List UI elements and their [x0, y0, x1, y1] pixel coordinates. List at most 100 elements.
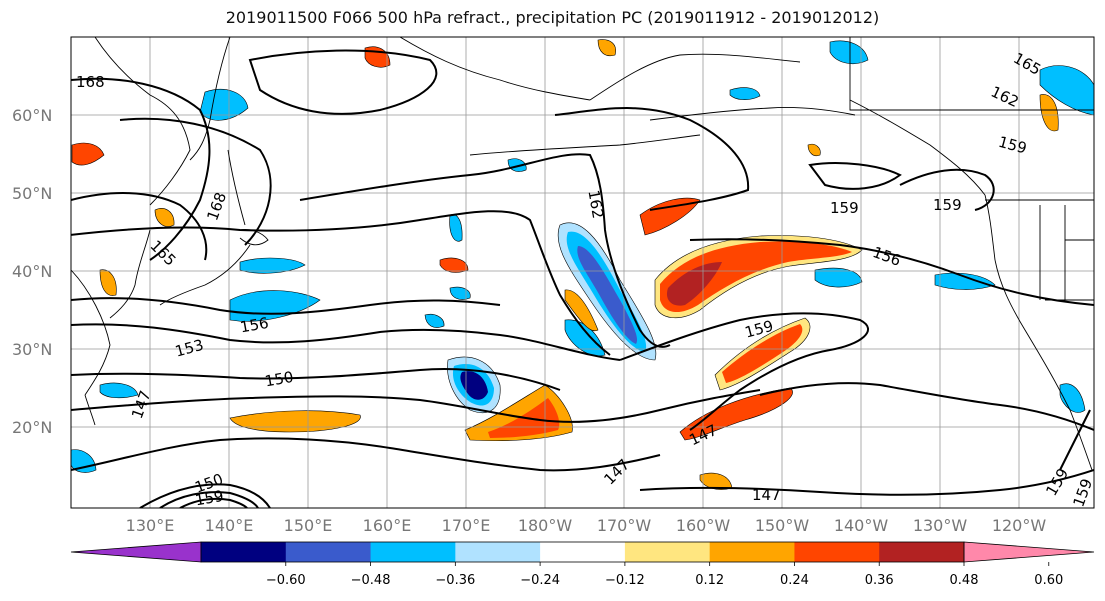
lat-label: 60°N	[12, 106, 52, 125]
neg-anomaly-bering	[829, 40, 869, 64]
neg-anomaly-midpac-4	[449, 286, 471, 300]
colorbar-tick-label: 0.36	[865, 573, 894, 588]
coast-baja	[1069, 409, 1093, 471]
contour-label: 159	[194, 487, 225, 510]
pos-anomaly-west-strip	[71, 142, 105, 166]
coast-honshu	[159, 244, 251, 306]
map-title: 2019011500 F066 500 hPa refract., precip…	[225, 8, 880, 27]
contour-label: 159	[830, 199, 859, 217]
contour-low-south-b	[159, 491, 259, 508]
gridlines	[71, 37, 1094, 508]
neg-anomaly-japan	[239, 257, 306, 274]
contour-159-pacific	[759, 382, 1094, 431]
contour-159-east	[808, 162, 902, 190]
lat-label: 20°N	[12, 418, 52, 437]
colorbar-tick-label: −0.60	[266, 573, 306, 588]
coast-oregon-california	[994, 259, 1071, 411]
colorbar-tick-label: 0.12	[695, 573, 724, 588]
colorbar-segment	[455, 542, 541, 562]
longitude-labels: 130°E 140°E 150°E 160°E 170°E 180°W 170°…	[126, 516, 1047, 535]
contour-159-se-corner	[1059, 409, 1091, 471]
neg-anomaly-subtropical-core	[460, 371, 488, 400]
contour-label: 162	[584, 189, 607, 220]
lon-label: 160°W	[676, 516, 731, 535]
lon-label: 140°E	[205, 516, 254, 535]
coast-chukotka	[399, 37, 591, 101]
contour-162-west	[71, 192, 208, 261]
lon-label: 150°E	[284, 516, 333, 535]
contour-low-south-a	[139, 483, 271, 508]
colorbar-segment	[709, 542, 795, 562]
colorbar-tick-label: −0.48	[351, 573, 391, 588]
contour-156-west	[71, 297, 501, 315]
coast-korea	[109, 229, 151, 319]
lon-label: 150°W	[755, 516, 810, 535]
contour-156-east	[689, 238, 1094, 306]
contour-147-west	[71, 389, 761, 423]
border-us-states	[1039, 205, 1094, 300]
colorbar-segment	[201, 542, 287, 562]
neg-anomaly-aleutian	[729, 87, 761, 100]
contour-147-se	[639, 469, 1094, 496]
colorbar-segment	[794, 542, 880, 562]
lat-label: 30°N	[12, 340, 52, 359]
neg-anomaly-ca-coast	[1059, 383, 1086, 413]
coast-alaska-west	[589, 53, 801, 101]
contour-arctic-loop	[248, 49, 438, 115]
lat-label: 40°N	[12, 262, 52, 281]
colorbar-tick-label: 0.48	[950, 573, 979, 588]
lon-label: 130°W	[913, 516, 968, 535]
contour-165-north	[119, 117, 272, 246]
coast-alaska-peninsula	[649, 107, 856, 121]
neg-anomaly-midpac-1	[449, 214, 463, 242]
neg-anomaly-midpac-3	[424, 313, 445, 328]
lon-label: 180°W	[518, 516, 573, 535]
neg-anomaly-marianas	[99, 382, 139, 399]
coast-siberia-okhotsk	[94, 37, 191, 206]
contour-label: 150	[263, 368, 294, 391]
coast-china	[71, 269, 111, 396]
lon-label: 170°E	[442, 516, 491, 535]
colorbar-segment	[624, 542, 711, 562]
contour-168	[71, 77, 211, 261]
colorbar-tick-label: 0.60	[1034, 573, 1063, 588]
coast-sakhalin	[227, 149, 246, 226]
lat-label: 50°N	[12, 184, 52, 203]
neg-anomaly-hawaii	[814, 267, 863, 288]
contour-159-south	[619, 312, 869, 431]
contour-label: 156	[239, 314, 270, 337]
colorbar: −0.60 −0.48 −0.36 −0.24 −0.12 0.12 0.24 0.36 0.4…	[70, 541, 1095, 588]
neg-anomaly-trough-tail	[564, 319, 606, 357]
pos-anomaly-midpac-north	[639, 197, 701, 236]
pos-anomaly-north-central	[597, 39, 616, 57]
contour-153	[71, 323, 621, 361]
map-frame	[70, 36, 1095, 509]
latitude-labels: 60°N 50°N 40°N 30°N 20°N	[12, 106, 52, 437]
coast-alaska-south	[849, 99, 986, 196]
contour-147-south	[71, 437, 661, 472]
colorbar-segment	[879, 542, 965, 562]
contour-label: 147	[752, 486, 781, 504]
colorbar-outline	[200, 541, 965, 563]
contour-ridge-north	[554, 107, 750, 211]
map-panel: 168 168 165 162 165 162 159 159 159 156 …	[71, 37, 1094, 510]
neg-anomaly-gulf-alaska	[1039, 65, 1094, 116]
colorbar-tick-label: 0.24	[780, 573, 809, 588]
lon-label: 160°E	[363, 516, 412, 535]
lon-label: 170°W	[597, 516, 652, 535]
colorbar-right-extend	[963, 541, 1095, 563]
lon-label: 140°W	[834, 516, 889, 535]
coast-taiwan-ryukyu	[84, 394, 96, 426]
pos-anomaly-dateline-1	[439, 257, 469, 273]
contour-150	[71, 368, 561, 391]
coast-kamchatka	[189, 37, 231, 161]
contour-label: 159	[933, 196, 962, 214]
colorbar-tick-label: −0.12	[605, 573, 645, 588]
coast-aleutians	[469, 134, 701, 156]
lon-label: 130°E	[126, 516, 175, 535]
neg-anomaly-nw-pacific-trough-core	[577, 246, 638, 344]
contour-159-trough	[71, 210, 611, 356]
pos-anomaly-central-pacific	[660, 241, 852, 313]
pos-anomaly-dateline-2	[564, 289, 599, 332]
